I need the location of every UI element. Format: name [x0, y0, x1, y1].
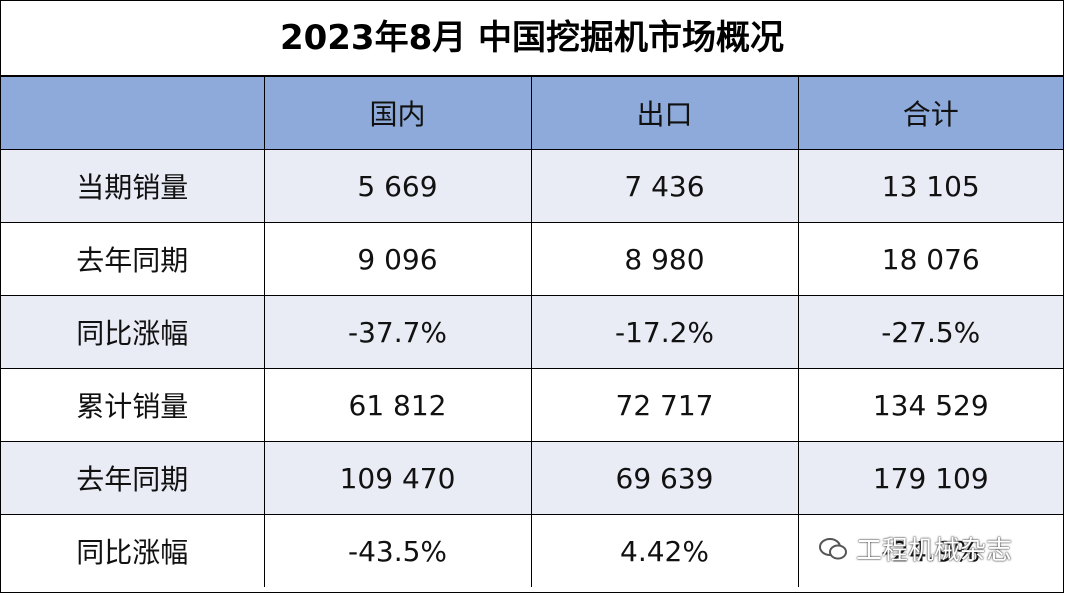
cell: 13 105 [797, 149, 1063, 223]
table-row: 当期销量 5 669 7 436 13 105 [1, 149, 1063, 223]
cell: -37.7% [263, 295, 532, 369]
header-cell: 合计 [797, 76, 1063, 150]
cell: 72 717 [530, 368, 799, 442]
table-row: 累计销量 61 812 72 717 134 529 [1, 368, 1063, 442]
row-label: 累计销量 [1, 368, 265, 442]
cell: -17.2% [530, 295, 799, 369]
row-label: 去年同期 [1, 222, 265, 296]
cell: -27.5% [797, 295, 1063, 369]
row-label: 当期销量 [1, 149, 265, 223]
cell: 18 076 [797, 222, 1063, 296]
cell: 179 109 [797, 441, 1063, 515]
wechat-icon [819, 537, 847, 559]
cell: 7 436 [530, 149, 799, 223]
row-label: 去年同期 [1, 441, 265, 515]
cell: 9 096 [263, 222, 532, 296]
data-table: 国内 出口 合计 当期销量 5 669 7 436 13 105 去年同期 9 096 8 980… [1, 76, 1063, 587]
table-title: 2023年8月 中国挖掘机市场概况 [1, 1, 1063, 76]
cell: 61 812 [263, 368, 532, 442]
row-label: 同比涨幅 [1, 295, 265, 369]
cell: 69 639 [530, 441, 799, 515]
cell: 5 669 [263, 149, 532, 223]
watermark-text: 工程机械杂志 [856, 536, 1013, 566]
header-cell: 国内 [263, 76, 532, 150]
watermark: 工程机械杂志 [818, 530, 1012, 567]
table-row: 同比涨幅 -43.5% 4.42% -24.9% [1, 514, 1063, 587]
cell: -43.5% [263, 514, 532, 587]
row-label: 同比涨幅 [1, 514, 265, 587]
header-cell: 出口 [530, 76, 799, 150]
table-row: 去年同期 9 096 8 980 18 076 [1, 222, 1063, 296]
corner-cell [1, 76, 265, 150]
table-row: 去年同期 109 470 69 639 179 109 [1, 441, 1063, 515]
cell: 134 529 [797, 368, 1063, 442]
cell: 109 470 [263, 441, 532, 515]
header-row: 国内 出口 合计 [1, 76, 1063, 150]
cell: 4.42% [530, 514, 799, 587]
cell: 8 980 [530, 222, 799, 296]
table-row: 同比涨幅 -37.7% -17.2% -27.5% [1, 295, 1063, 369]
